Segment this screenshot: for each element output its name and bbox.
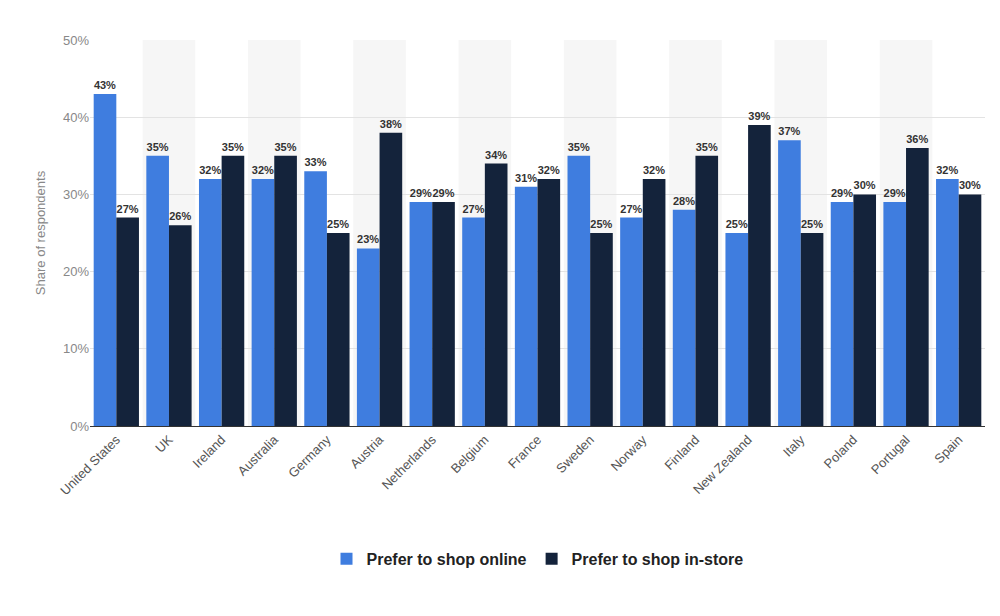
svg-text:37%: 37% [778, 125, 800, 137]
svg-text:43%: 43% [94, 79, 116, 91]
svg-text:50%: 50% [63, 33, 89, 48]
svg-text:32%: 32% [252, 164, 274, 176]
svg-text:25%: 25% [726, 218, 748, 230]
svg-text:27%: 27% [117, 203, 139, 215]
svg-text:Share of respondents: Share of respondents [33, 170, 48, 295]
svg-text:Germany: Germany [285, 432, 334, 481]
svg-text:29%: 29% [410, 187, 432, 199]
svg-text:Prefer to shop in-store: Prefer to shop in-store [572, 551, 744, 568]
svg-text:35%: 35% [568, 141, 590, 153]
svg-text:39%: 39% [748, 110, 770, 122]
svg-text:27%: 27% [462, 203, 484, 215]
svg-text:33%: 33% [304, 156, 326, 168]
svg-text:23%: 23% [357, 233, 379, 245]
svg-text:35%: 35% [147, 141, 169, 153]
svg-text:UK: UK [152, 432, 176, 456]
svg-text:32%: 32% [936, 164, 958, 176]
svg-text:35%: 35% [696, 141, 718, 153]
svg-text:35%: 35% [274, 141, 296, 153]
svg-text:30%: 30% [854, 179, 876, 191]
svg-text:25%: 25% [327, 218, 349, 230]
svg-text:30%: 30% [959, 179, 981, 191]
svg-text:Portugal: Portugal [868, 432, 913, 477]
svg-text:Finland: Finland [661, 432, 702, 473]
svg-text:Austria: Austria [347, 432, 387, 472]
svg-text:26%: 26% [169, 210, 191, 222]
svg-text:10%: 10% [63, 341, 89, 356]
svg-text:Belgium: Belgium [448, 432, 492, 476]
svg-text:25%: 25% [590, 218, 612, 230]
svg-text:Ireland: Ireland [190, 432, 229, 471]
svg-text:31%: 31% [515, 172, 537, 184]
svg-text:Prefer to shop online: Prefer to shop online [367, 551, 527, 568]
svg-text:20%: 20% [63, 264, 89, 279]
svg-text:30%: 30% [63, 187, 89, 202]
svg-text:29%: 29% [884, 187, 906, 199]
svg-text:40%: 40% [63, 110, 89, 125]
svg-text:32%: 32% [643, 164, 665, 176]
svg-text:France: France [505, 432, 544, 471]
svg-text:Australia: Australia [235, 432, 282, 479]
svg-text:29%: 29% [831, 187, 853, 199]
svg-text:Poland: Poland [821, 432, 860, 471]
svg-text:32%: 32% [199, 164, 221, 176]
svg-text:36%: 36% [906, 133, 928, 145]
svg-text:New Zealand: New Zealand [690, 432, 755, 497]
svg-text:34%: 34% [485, 149, 507, 161]
svg-text:28%: 28% [673, 195, 695, 207]
svg-text:Italy: Italy [780, 432, 808, 460]
svg-text:29%: 29% [432, 187, 454, 199]
svg-text:0%: 0% [70, 419, 89, 434]
svg-text:Norway: Norway [608, 432, 650, 474]
svg-text:38%: 38% [380, 118, 402, 130]
svg-text:27%: 27% [620, 203, 642, 215]
svg-text:Netherlands: Netherlands [379, 432, 440, 493]
svg-text:35%: 35% [222, 141, 244, 153]
svg-text:Sweden: Sweden [553, 432, 597, 476]
svg-text:32%: 32% [538, 164, 560, 176]
svg-text:25%: 25% [801, 218, 823, 230]
svg-text:United States: United States [57, 432, 123, 498]
svg-text:Spain: Spain [931, 432, 965, 466]
